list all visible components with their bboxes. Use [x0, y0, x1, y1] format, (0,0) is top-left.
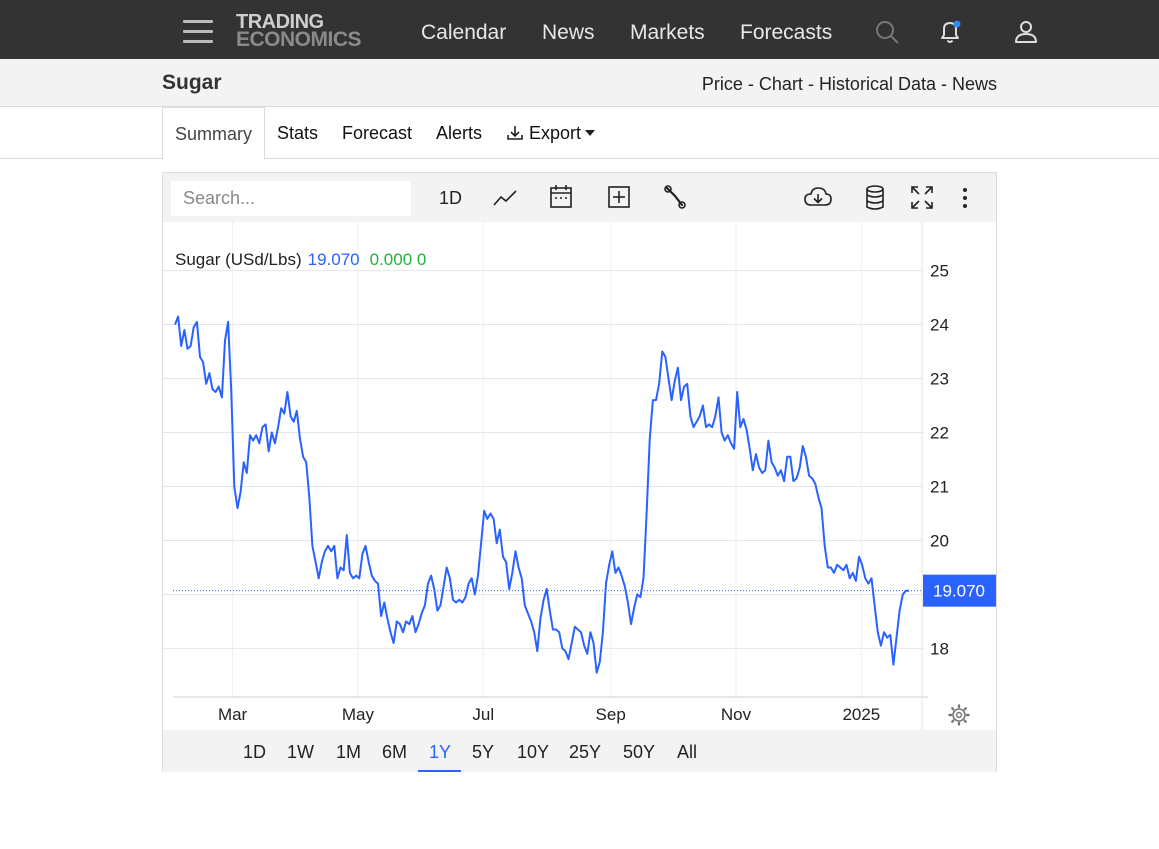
chart-toolbar: 1D — [163, 173, 996, 222]
page-header: Sugar Price - Chart - Historical Data - … — [0, 59, 1159, 107]
range-button-10y[interactable]: 10Y — [517, 742, 550, 762]
legend-text: Sugar (USd/Lbs) 19.070 0.000 0 — [175, 250, 426, 269]
last-price-tag — [923, 574, 996, 607]
y-tick-label: 24 — [930, 316, 949, 335]
range-button-25y[interactable]: 25Y — [569, 742, 602, 762]
tab-summary[interactable]: Summary — [162, 107, 266, 160]
x-tick-label: Jul — [472, 705, 494, 724]
tab-forecast[interactable]: Forecast — [342, 123, 413, 143]
active-range-indicator — [418, 770, 461, 772]
legend-series-name: Sugar (USd/Lbs) — [175, 250, 302, 269]
legend-change: 0.000 0 — [370, 250, 427, 269]
range-button-1y[interactable]: 1Y — [429, 742, 452, 762]
nav-forecasts[interactable]: Forecasts — [740, 21, 833, 44]
range-button-6m[interactable]: 6M — [382, 742, 408, 762]
nav-calendar[interactable]: Calendar — [421, 21, 507, 44]
menu-icon[interactable] — [183, 20, 213, 44]
x-tick-label: May — [342, 705, 375, 724]
search-icon[interactable] — [874, 19, 900, 45]
more-vertical-icon[interactable] — [957, 183, 973, 213]
cloud-download-icon[interactable] — [803, 183, 833, 213]
price-chart[interactable]: 25 24 23 22 21 20 18 Mar May Jul Sep Nov 2025 19.070… — [163, 222, 996, 730]
wrench-icon[interactable] — [662, 183, 688, 213]
nav-news[interactable]: News — [542, 21, 595, 44]
user-icon[interactable] — [1013, 19, 1039, 45]
tab-bar: Summary Stats Forecast Alerts Export — [0, 107, 1159, 160]
breadcrumb: Price - Chart - Historical Data - News — [702, 74, 997, 95]
settings-icon[interactable] — [948, 704, 970, 726]
x-tick-label: Nov — [721, 705, 752, 724]
search-input[interactable] — [171, 181, 411, 216]
tab-stats[interactable]: Stats — [277, 123, 319, 143]
x-tick-label: Mar — [218, 705, 248, 724]
range-button-1m[interactable]: 1M — [336, 742, 362, 762]
crumb-separator: - — [935, 74, 952, 94]
brand-logo[interactable]: TRADING ECONOMICS — [236, 11, 362, 51]
range-button-50y[interactable]: 50Y — [623, 742, 656, 762]
add-indicator-icon[interactable] — [606, 183, 632, 213]
caret-down-icon — [585, 130, 596, 136]
bell-icon[interactable] — [937, 19, 963, 45]
legend-value: 19.070 — [308, 250, 360, 269]
y-tick-label: 23 — [930, 370, 949, 389]
chart-widget: 1D — [162, 172, 997, 772]
range-button-5y[interactable]: 5Y — [472, 742, 495, 762]
top-nav-bar: TRADING ECONOMICS Calendar News Markets … — [0, 0, 1159, 59]
tab-alerts[interactable]: Alerts — [436, 123, 483, 143]
interval-button[interactable]: 1D — [439, 188, 463, 208]
crumb-historical-data[interactable]: Historical Data — [818, 74, 936, 94]
line-chart-icon[interactable] — [491, 183, 519, 213]
nav-markets[interactable]: Markets — [630, 21, 705, 44]
last-price-label: 19.070 — [933, 582, 985, 601]
crumb-separator: - — [802, 74, 819, 94]
page-title: Sugar — [162, 71, 222, 94]
y-tick-label: 20 — [930, 531, 949, 550]
crumb-price[interactable]: Price — [701, 74, 743, 94]
calendar-icon[interactable] — [548, 183, 574, 213]
export-label: Export — [529, 123, 582, 143]
y-tick-label: 18 — [930, 639, 949, 658]
range-button-1d[interactable]: 1D — [243, 742, 267, 762]
range-button-1w[interactable]: 1W — [287, 742, 314, 762]
x-tick-label: Sep — [596, 705, 626, 724]
crumb-separator: - — [742, 74, 759, 94]
brand-line2: ECONOMICS — [236, 28, 362, 51]
y-tick-label: 21 — [930, 477, 949, 496]
y-tick-label: 25 — [930, 262, 949, 281]
crumb-chart[interactable]: Chart — [758, 74, 803, 94]
range-button-all[interactable]: All — [677, 742, 698, 762]
tab-export[interactable]: Export — [505, 107, 596, 159]
database-icon[interactable] — [863, 183, 887, 213]
range-selector: 1D 1W 1M 6M 1Y 5Y 10Y 25Y 50Y All — [163, 730, 996, 772]
download-icon — [507, 126, 523, 140]
crumb-news[interactable]: News — [951, 74, 997, 94]
y-tick-label: 22 — [930, 424, 949, 443]
fullscreen-icon[interactable] — [909, 183, 935, 213]
x-tick-label: 2025 — [842, 705, 880, 724]
brand-line1: TRADING — [236, 11, 324, 33]
series-line-sugar[interactable] — [174, 315, 909, 674]
